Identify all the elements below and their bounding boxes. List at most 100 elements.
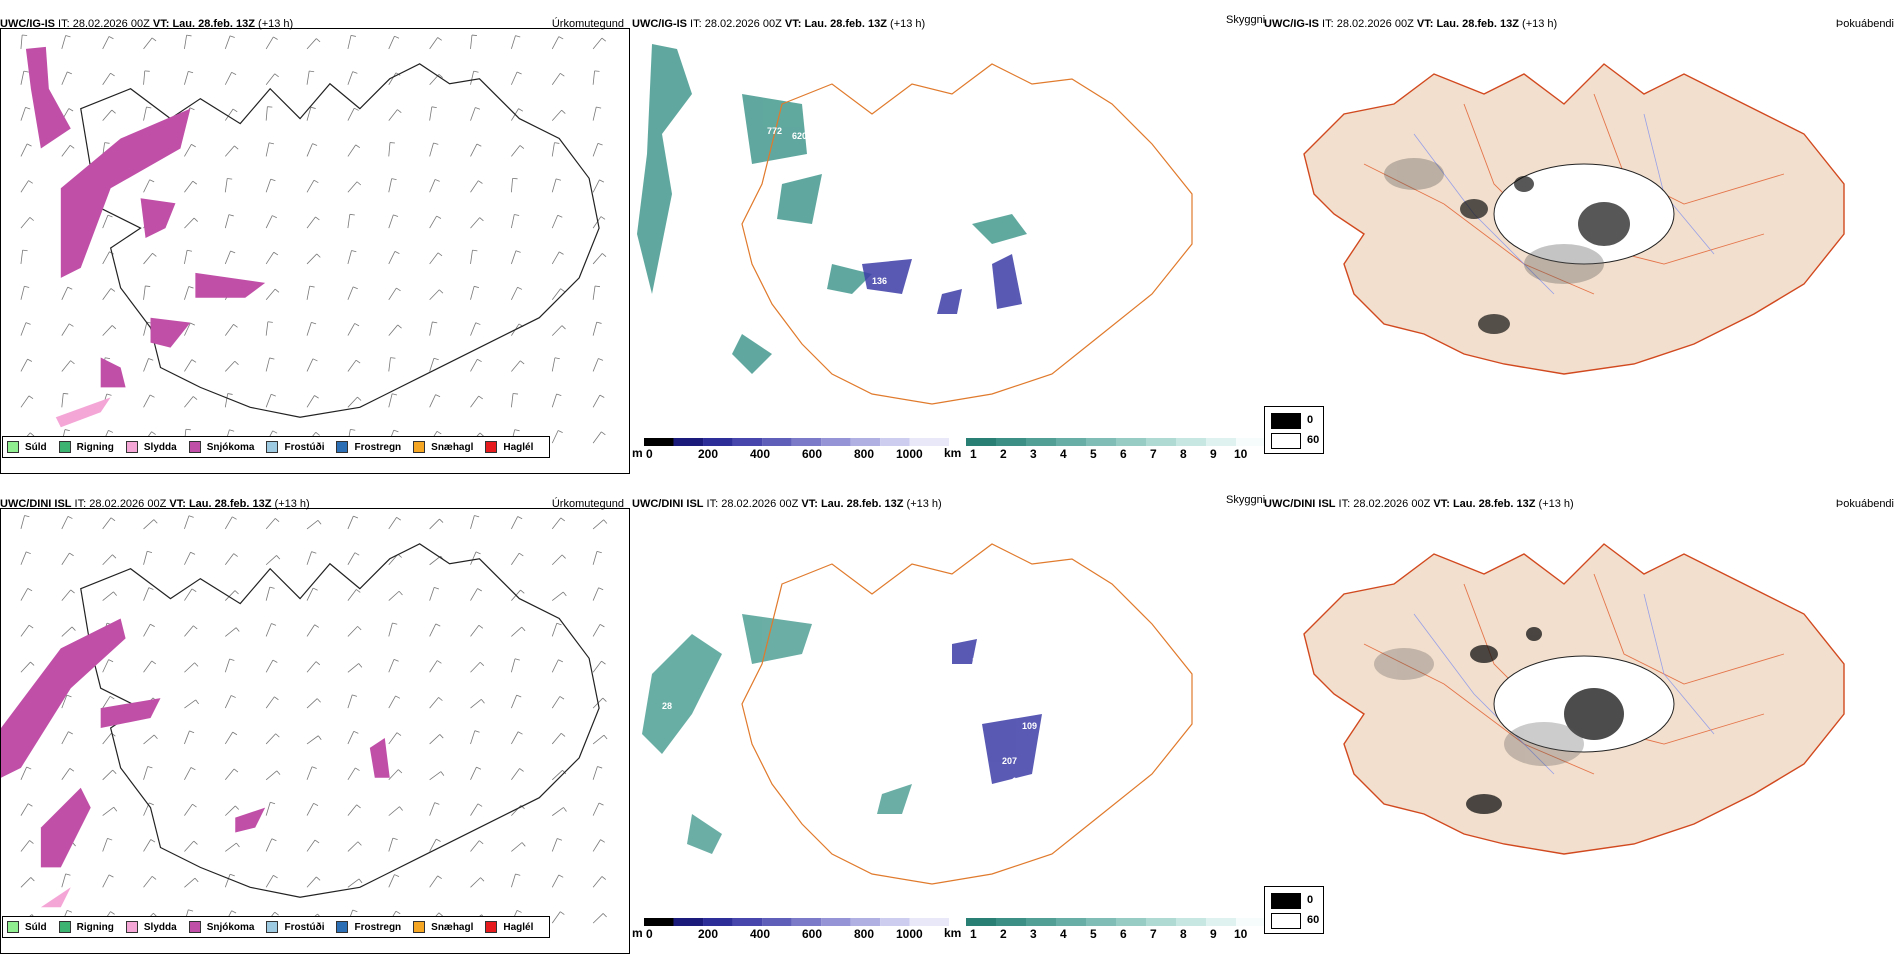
wind-barb — [471, 35, 472, 49]
wind-barb — [389, 358, 391, 372]
wind-barb — [471, 107, 476, 120]
wind-barb — [184, 181, 192, 192]
wind-barb — [348, 879, 359, 887]
wind-barb-flag — [107, 838, 112, 840]
wind-barb-flag — [150, 180, 154, 182]
legend-swatch — [336, 921, 348, 933]
wind-barb — [144, 38, 153, 49]
wind-barb — [389, 770, 399, 780]
wind-barb — [266, 322, 268, 336]
legend-item: Rigning — [59, 441, 114, 453]
wind-barb — [593, 253, 602, 264]
wind-barb — [62, 732, 69, 744]
wind-barb-flag — [193, 396, 197, 399]
wind-barb — [62, 72, 67, 85]
legend-item: Snæhagl — [413, 441, 473, 453]
wind-barb — [62, 590, 71, 601]
wind-barb — [307, 520, 318, 529]
visibility-tick: 3 — [1030, 927, 1037, 941]
wind-barb-flag — [399, 807, 402, 811]
wind-barb — [21, 35, 22, 49]
visibility-tick: 6 — [1120, 447, 1127, 461]
wind-barb-flag — [437, 216, 441, 218]
wind-barb-flag — [189, 516, 194, 518]
cloudbase-value-label: 140 — [1012, 781, 1027, 791]
wind-barb — [389, 394, 392, 408]
wind-barb — [593, 624, 600, 636]
wind-barb — [103, 592, 114, 601]
legend-label: Frostúði — [284, 922, 324, 933]
wind-barb — [348, 287, 353, 300]
visibility-tick: 6 — [1120, 927, 1127, 941]
wind-barb — [21, 396, 29, 407]
wind-barb-flag — [437, 431, 441, 434]
legend-item: Snæhagl — [413, 921, 473, 933]
wind-barb-flag — [472, 35, 477, 36]
wind-barb-flag — [438, 37, 442, 40]
wind-barb-flag — [517, 910, 522, 912]
wind-barb-flag — [312, 767, 317, 769]
wind-barb — [430, 587, 435, 600]
wind-barb — [593, 840, 600, 852]
wind-barb — [21, 877, 31, 887]
wind-barb-flag — [230, 874, 235, 876]
wind-barb-flag — [187, 35, 192, 36]
wind-barb — [144, 766, 148, 779]
wind-barb — [389, 623, 393, 636]
wind-barb — [552, 660, 558, 673]
wind-barb — [225, 36, 230, 49]
wind-barb-flag — [514, 214, 519, 215]
wind-barb — [552, 179, 556, 192]
wind-barb-flag — [520, 145, 524, 148]
wind-barb-flag — [275, 74, 279, 77]
wind-barb-flag — [314, 803, 318, 805]
visibility-unit: km — [944, 446, 961, 460]
legend-label: Frostregn — [354, 442, 401, 453]
wind-barb-flag — [316, 877, 320, 880]
wind-barb-flag — [111, 518, 115, 521]
wind-barb-flag — [477, 359, 481, 361]
wind-barb-flag — [146, 107, 151, 108]
wind-barb-flag — [359, 663, 362, 667]
wind-barb-flag — [235, 591, 239, 594]
wind-barb — [225, 659, 229, 672]
wind-barb-flag — [479, 625, 483, 628]
wind-barb-flag — [149, 588, 154, 590]
wind-barb-flag — [350, 429, 355, 430]
legend-item: Snjókoma — [189, 921, 255, 933]
visibility-unit: km — [944, 926, 961, 940]
wind-barb — [430, 661, 438, 673]
wind-barb — [430, 107, 432, 121]
wind-barb-flag — [562, 326, 566, 329]
wind-barb — [103, 73, 111, 85]
cloudbase-tick: 600 — [802, 927, 822, 941]
wind-barb — [266, 216, 272, 229]
wind-barb — [307, 877, 316, 887]
wind-barb — [389, 110, 398, 121]
wind-barb-flag — [111, 289, 115, 292]
wind-barb — [593, 803, 599, 816]
wind-barb-flag — [390, 358, 395, 359]
wind-barb — [430, 803, 435, 816]
wind-barb — [389, 179, 392, 193]
legend-item: Slydda — [126, 441, 177, 453]
wind-barb-flag — [604, 735, 607, 739]
wind-barb-flag — [393, 838, 398, 839]
cloudbase-value-label: 772 — [767, 126, 782, 136]
wind-barb-flag — [480, 662, 484, 665]
wind-barb-flag — [112, 110, 116, 113]
wind-barb — [552, 770, 562, 780]
wind-barb — [389, 733, 397, 744]
fog-legend: 0 60 — [1264, 406, 1324, 454]
wind-barb — [430, 556, 441, 565]
wind-barb — [62, 324, 69, 336]
wind-barb — [266, 518, 275, 529]
wind-barb — [389, 143, 390, 157]
wind-barb-flag — [357, 182, 361, 185]
wind-barb-flag — [191, 552, 195, 554]
wind-barb-flag — [148, 766, 153, 767]
wind-barb — [471, 359, 478, 371]
wind-barb — [21, 552, 26, 565]
wind-barb-flag — [598, 143, 603, 145]
wind-barb-flag — [358, 842, 361, 846]
